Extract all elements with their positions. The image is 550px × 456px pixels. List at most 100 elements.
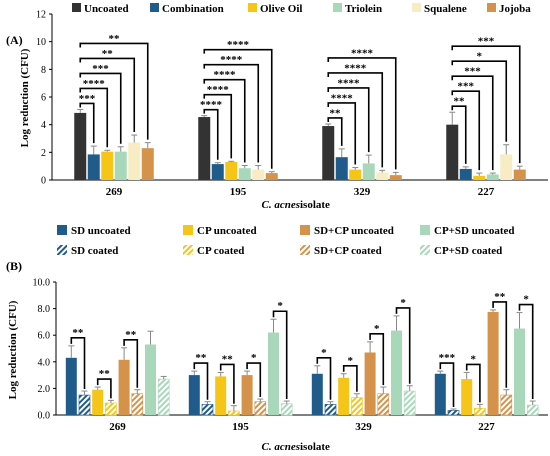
legend-b-swatch-2 xyxy=(183,225,193,235)
sig-label-1-1: **** xyxy=(200,99,223,111)
legend-swatch-2 xyxy=(248,3,257,12)
bar-b-1-4 xyxy=(241,375,253,415)
panel-b-ylabel: Log reduction (CFU) xyxy=(7,300,19,399)
bar-b-3-0 xyxy=(434,373,446,415)
sig-bracket-1-2 xyxy=(203,93,233,159)
legend-swatch-4 xyxy=(412,3,421,12)
sig-b-bracket-2-0 xyxy=(316,356,332,400)
sig-b-label-2-6: * xyxy=(400,297,406,309)
x-category-b-label-2: 329 xyxy=(355,421,372,433)
bar-2-2 xyxy=(349,169,362,180)
sig-b-bracket-0-2 xyxy=(96,378,112,399)
bar-b-0-6 xyxy=(145,344,156,415)
sig-label-1-3: **** xyxy=(214,69,237,81)
legend-b-swatch-6 xyxy=(420,225,430,235)
legend-swatch-5 xyxy=(487,3,496,12)
sig-bracket-0-4 xyxy=(79,57,136,133)
sig-b-bracket-0-0 xyxy=(70,337,86,390)
sig-label-2-3: **** xyxy=(338,77,361,89)
bar-b-1-0 xyxy=(188,375,200,415)
bar-b-0-0 xyxy=(65,357,77,415)
sig-bracket-0-5 xyxy=(79,42,149,140)
legend-swatch-3 xyxy=(333,3,342,12)
sig-b-bracket-3-4 xyxy=(492,301,508,388)
bar-b-3-5 xyxy=(500,394,513,416)
sig-b-bracket-2-4 xyxy=(369,333,385,386)
y-tick-label-5: 10 xyxy=(36,37,46,48)
panel-a-xlabel-italic: C. acnes xyxy=(262,199,301,211)
y-tick-b-label-2: 4.0 xyxy=(38,357,51,368)
bar-b-2-5 xyxy=(377,393,390,416)
bar-b-1-2 xyxy=(215,376,227,415)
bar-b-3-4 xyxy=(487,311,499,415)
bar-3-3 xyxy=(486,174,499,180)
legend-b-swatch-7 xyxy=(420,245,430,255)
sig-label-0-4: ** xyxy=(102,48,114,60)
legend-b-label-2: CP uncoated xyxy=(197,225,257,237)
panel-b-label: (B) xyxy=(6,259,22,273)
y-tick-label-3: 6 xyxy=(41,93,46,104)
bar-b-1-6 xyxy=(268,332,279,415)
sig-bracket-0-2 xyxy=(79,87,109,148)
bar-2-0 xyxy=(322,126,335,180)
panel-a-xlabel-rest: isolate xyxy=(300,199,330,211)
sig-bracket-2-4 xyxy=(327,72,384,168)
y-tick-label-6: 12 xyxy=(36,10,46,21)
sig-bracket-3-3 xyxy=(451,75,494,171)
sig-label-0-3: *** xyxy=(92,63,109,75)
legend-label-5: Jojoba xyxy=(499,3,531,15)
bar-b-2-0 xyxy=(311,373,323,415)
legend-label-3: Triolein xyxy=(345,3,382,15)
bar-0-1 xyxy=(87,154,100,180)
sig-b-bracket-1-4 xyxy=(246,362,262,398)
legend-b-swatch-3 xyxy=(183,245,193,255)
bar-2-4 xyxy=(376,172,389,180)
sig-b-label-2-4: * xyxy=(374,323,380,335)
sig-b-bracket-1-2 xyxy=(219,363,235,404)
panel-b-chart: SD uncoated SD coated CP uncoated CP coated… xyxy=(33,225,548,433)
bar-0-0 xyxy=(74,112,87,180)
bar-b-0-7 xyxy=(157,378,170,416)
sig-label-3-2: *** xyxy=(458,81,475,93)
panel-a-ylabel: Log reduction (CFU) xyxy=(19,48,31,147)
legend-swatch-1 xyxy=(150,3,159,12)
panel-a-label: (A) xyxy=(6,33,23,47)
sig-b-bracket-0-4 xyxy=(123,339,139,388)
bar-1-2 xyxy=(225,162,238,180)
sig-bracket-3-4 xyxy=(451,60,508,142)
legend-label-4: Squalene xyxy=(424,3,467,15)
sig-label-2-4: **** xyxy=(344,62,367,74)
sig-b-label-2-0: * xyxy=(321,347,327,359)
bar-0-5 xyxy=(141,148,154,180)
sig-b-bracket-1-0 xyxy=(193,362,209,400)
sig-label-2-1: ** xyxy=(330,107,342,119)
y-tick-label-1: 2 xyxy=(41,148,46,159)
sig-b-label-2-2: * xyxy=(348,355,354,367)
sig-label-2-2: **** xyxy=(331,92,354,104)
sig-bracket-1-5 xyxy=(203,48,273,169)
sig-b-label-3-4: ** xyxy=(494,291,506,303)
legend-label-0: Uncoated xyxy=(84,3,129,15)
sig-bracket-0-1 xyxy=(79,102,95,144)
bar-3-4 xyxy=(500,154,513,180)
bar-b-0-2 xyxy=(92,389,104,415)
legend-label-1: Combination xyxy=(162,3,224,15)
sig-bracket-3-1 xyxy=(451,105,467,164)
y-tick-b-label-5: 10.0 xyxy=(33,278,51,289)
sig-bracket-3-2 xyxy=(451,90,481,171)
bar-b-2-3 xyxy=(351,397,363,416)
x-category-b-label-0: 269 xyxy=(109,421,126,433)
bar-3-2 xyxy=(473,175,486,180)
legend-b-label-0: SD uncoated xyxy=(71,225,131,237)
x-category-label-2: 329 xyxy=(354,186,371,198)
bar-b-3-2 xyxy=(461,379,473,415)
bar-b-1-3 xyxy=(228,410,240,416)
bar-0-2 xyxy=(101,151,114,180)
sig-label-1-4: **** xyxy=(220,54,243,66)
bar-b-3-1 xyxy=(447,410,460,416)
bar-b-0-1 xyxy=(78,394,91,416)
sig-label-3-5: *** xyxy=(478,36,495,48)
legend-label-2: Olive Oil xyxy=(260,3,302,15)
bar-1-5 xyxy=(265,173,278,180)
